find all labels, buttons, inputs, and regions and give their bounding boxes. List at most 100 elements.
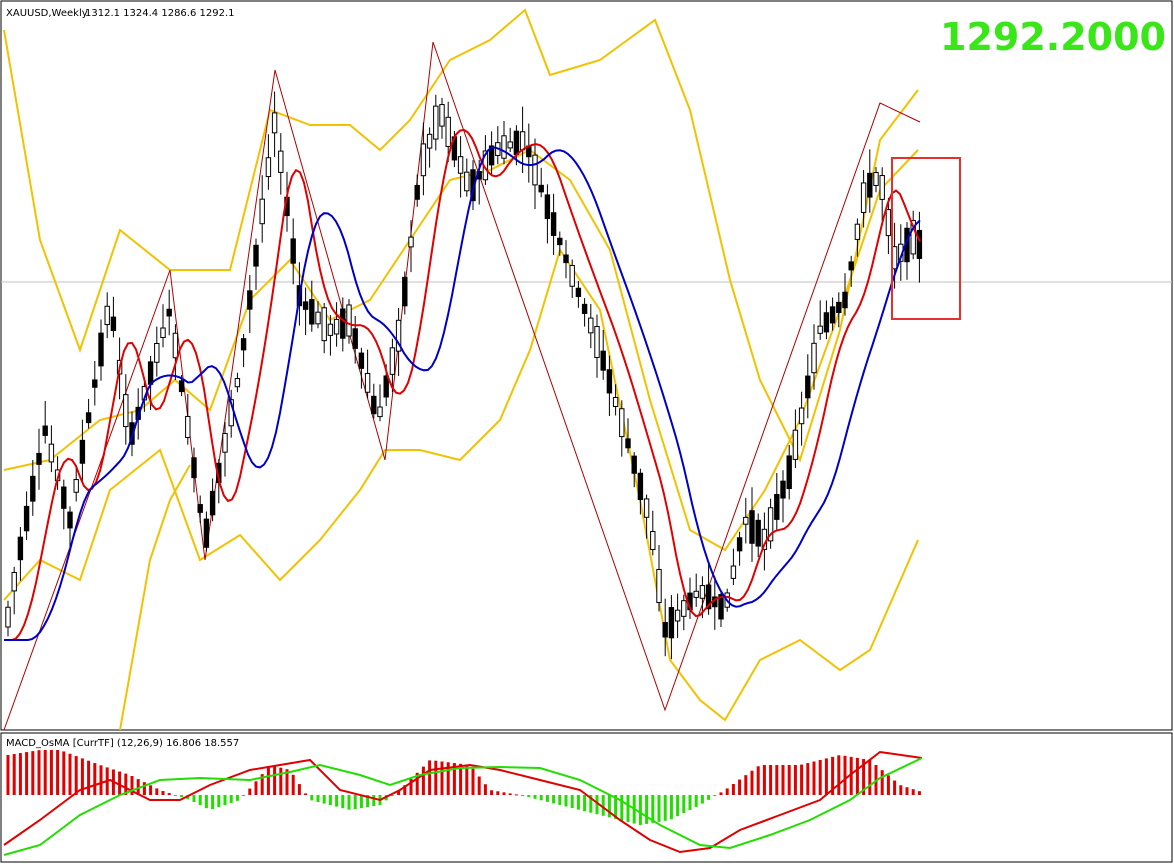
macd-histogram-bar bbox=[508, 793, 512, 795]
macd-histogram-bar bbox=[880, 770, 884, 795]
candle-body bbox=[364, 372, 371, 393]
macd-histogram-bar bbox=[335, 795, 339, 807]
candle-body bbox=[104, 305, 110, 326]
macd-histogram-bar bbox=[93, 763, 97, 795]
macd-histogram-bar bbox=[62, 751, 66, 795]
candle-body bbox=[588, 317, 594, 334]
candle-body bbox=[389, 347, 396, 375]
symbol-label: XAUUSD,Weekly bbox=[6, 8, 88, 19]
macd-histogram-bar bbox=[812, 761, 816, 795]
candle-body bbox=[433, 105, 439, 140]
macd-histogram-bar bbox=[750, 770, 754, 795]
candle-body bbox=[736, 537, 743, 552]
candle-body bbox=[668, 607, 675, 639]
macd-indicator-label: MACD_OsMA [CurrTF] (12,26,9) 16.806 18.5… bbox=[6, 738, 239, 749]
macd-histogram-bar bbox=[899, 785, 903, 795]
candle-body bbox=[730, 565, 737, 579]
candle-body bbox=[191, 457, 197, 479]
candle-body bbox=[774, 494, 780, 520]
macd-histogram-bar bbox=[25, 752, 29, 795]
candle-body bbox=[30, 475, 36, 502]
macd-histogram-bar bbox=[192, 795, 196, 802]
candles bbox=[5, 91, 923, 660]
candle-body bbox=[408, 236, 414, 248]
candle-body bbox=[563, 254, 569, 264]
candle-body bbox=[203, 518, 210, 548]
macd-histogram-bar bbox=[459, 763, 463, 795]
macd-histogram-bar bbox=[173, 795, 177, 796]
candle-body bbox=[209, 490, 216, 516]
candle-body bbox=[581, 303, 588, 315]
macd-histogram-bar bbox=[428, 760, 432, 795]
macd-histogram-bar bbox=[806, 763, 810, 795]
candle-body bbox=[42, 425, 48, 436]
candle-body bbox=[643, 498, 650, 518]
candle-body bbox=[674, 609, 681, 622]
macd-histogram-bar bbox=[266, 766, 270, 795]
candle-body bbox=[154, 343, 160, 363]
macd-histogram-bar bbox=[626, 795, 630, 822]
macd-histogram-bar bbox=[601, 795, 605, 816]
candle-body bbox=[340, 308, 346, 339]
macd-histogram-bar bbox=[279, 767, 283, 795]
macd-histogram-bar bbox=[124, 773, 128, 795]
macd-histogram-bar bbox=[527, 795, 531, 798]
candle-body bbox=[271, 112, 278, 134]
candle-body bbox=[637, 472, 644, 501]
candle-body bbox=[98, 332, 104, 367]
macd-histogram-bar bbox=[669, 795, 673, 820]
macd-histogram-bar bbox=[465, 764, 469, 795]
macd-histogram-bar bbox=[831, 756, 835, 795]
macd-histogram-bar bbox=[341, 795, 345, 809]
moving-averages bbox=[4, 128, 921, 641]
candle-body bbox=[160, 327, 166, 339]
candle-body bbox=[501, 135, 507, 159]
macd-histogram-bar bbox=[552, 795, 556, 804]
macd-histogram-bar bbox=[56, 750, 60, 795]
candle-body bbox=[860, 182, 867, 213]
macd-histogram-bar bbox=[409, 779, 413, 795]
candle-body bbox=[377, 406, 383, 418]
macd-histogram-bar bbox=[502, 792, 506, 795]
candle-body bbox=[371, 395, 377, 415]
macd-histogram-bar bbox=[868, 759, 872, 795]
macd-histogram-bar bbox=[570, 795, 574, 809]
macd-histogram-bar bbox=[242, 795, 246, 796]
candle-body bbox=[129, 422, 135, 445]
macd-histogram-bar bbox=[731, 784, 735, 795]
macd-histogram-bar bbox=[248, 788, 252, 795]
candle-body bbox=[67, 511, 73, 529]
macd-histogram-bar bbox=[99, 765, 103, 795]
candle-body bbox=[699, 585, 706, 599]
ma-slow bbox=[4, 146, 921, 641]
candle-body bbox=[265, 157, 272, 178]
macd-histogram-bar bbox=[545, 795, 549, 802]
macd-histogram-bar bbox=[149, 785, 153, 795]
candle-body bbox=[656, 568, 662, 604]
candle-body bbox=[259, 198, 265, 225]
candle-body bbox=[625, 438, 631, 449]
candle-body bbox=[48, 443, 55, 463]
candle-body bbox=[147, 361, 154, 385]
candle-body bbox=[662, 622, 668, 638]
candle-body bbox=[575, 287, 582, 298]
macd-histogram-bar bbox=[583, 795, 587, 812]
candle-body bbox=[817, 325, 823, 334]
candle-body bbox=[557, 237, 563, 246]
macd-histogram-bar bbox=[700, 795, 704, 804]
candle-body bbox=[879, 175, 885, 200]
candle-body bbox=[854, 223, 861, 240]
macd-histogram-bar bbox=[713, 795, 717, 797]
macd-histogram-bar bbox=[614, 795, 618, 819]
macd-histogram-bar bbox=[719, 792, 723, 795]
macd-histogram-bar bbox=[167, 793, 171, 795]
candle-body bbox=[197, 504, 203, 513]
candle-body bbox=[278, 150, 284, 173]
macd-histogram-bar bbox=[322, 795, 326, 804]
candle-body bbox=[172, 332, 179, 359]
candle-body bbox=[457, 156, 464, 174]
macd-histogram-bar bbox=[781, 765, 785, 795]
candle-body bbox=[464, 171, 470, 192]
